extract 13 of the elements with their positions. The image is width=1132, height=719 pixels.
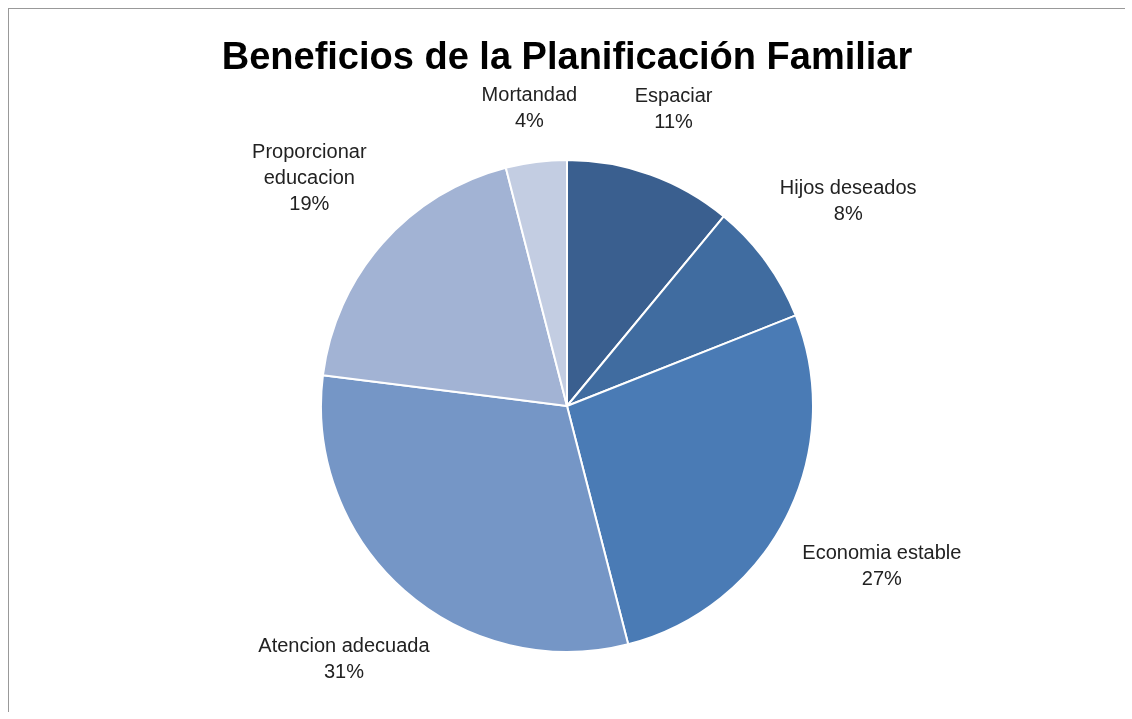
data-label: 4% bbox=[514, 109, 545, 132]
data-label: 31% bbox=[323, 659, 365, 682]
slice-label: Economia estable bbox=[802, 540, 962, 563]
slice-label: Proporcionar educacion bbox=[252, 140, 367, 189]
chart-title: Beneficios de la Planificación Familiar bbox=[221, 35, 913, 78]
data-label: 19% bbox=[289, 192, 330, 215]
slice-label: Hijos deseados bbox=[779, 176, 917, 199]
slice-label: Mortandad bbox=[481, 83, 578, 106]
data-label: 27% bbox=[861, 566, 903, 589]
slice-label: Atencion adecuada bbox=[258, 633, 431, 656]
slice-label: Espaciar bbox=[634, 84, 713, 107]
data-label: 11% bbox=[654, 110, 694, 133]
data-label: 8% bbox=[833, 202, 863, 225]
